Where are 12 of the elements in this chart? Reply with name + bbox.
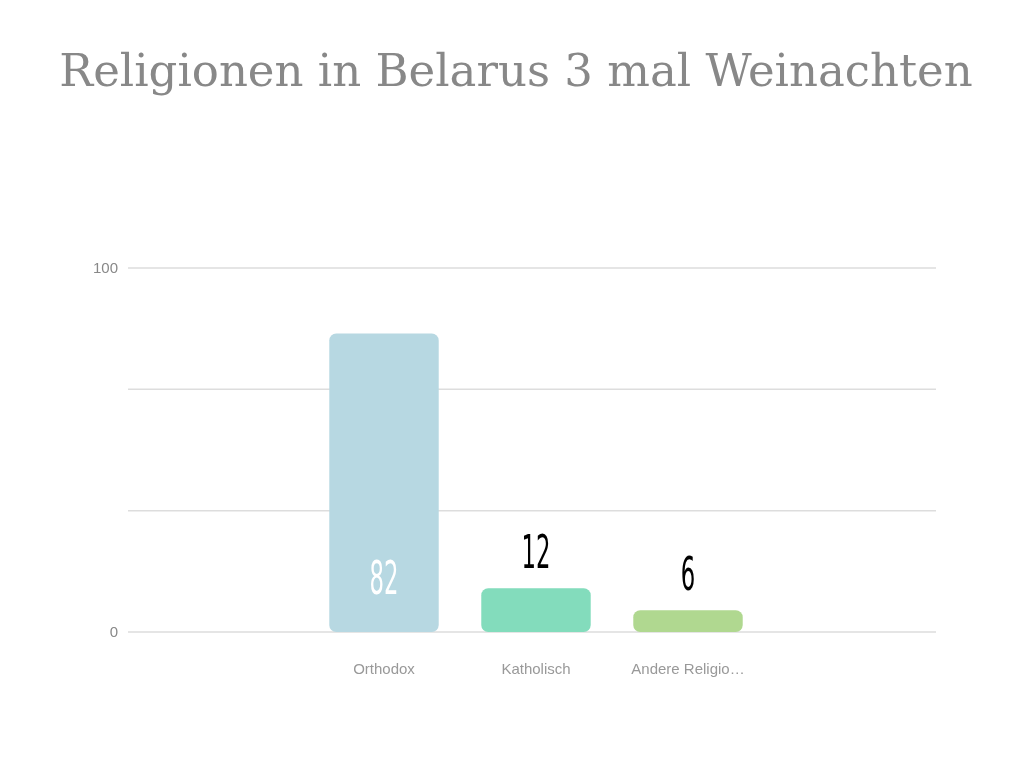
x-tick-label: Katholisch xyxy=(501,660,571,677)
y-tick-label: 0 xyxy=(109,623,118,640)
chart-title: Religionen in Belarus 3 mal Weinachten xyxy=(59,44,973,97)
data-label: 82 xyxy=(369,551,399,606)
x-tick-label: Orthodox xyxy=(353,660,416,677)
x-tick-label: Andere Religio… xyxy=(631,660,745,677)
y-tick-label: 100 xyxy=(92,259,118,276)
bar xyxy=(633,610,743,632)
bar xyxy=(481,588,591,632)
data-label: 6 xyxy=(680,548,696,602)
bar xyxy=(329,333,439,632)
data-label: 12 xyxy=(521,526,551,580)
